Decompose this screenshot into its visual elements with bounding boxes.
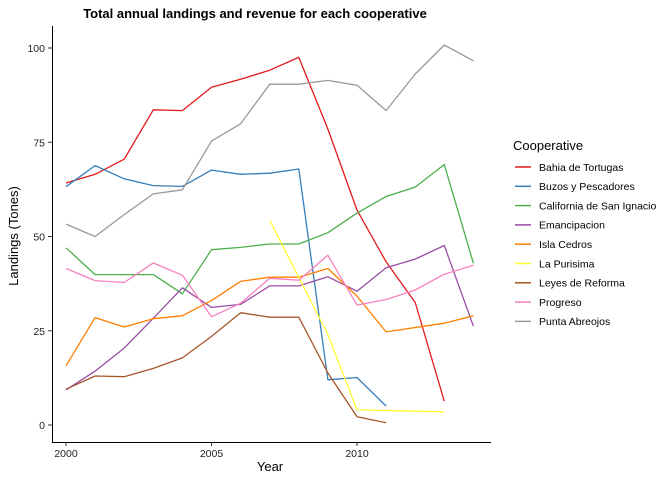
y-tick-label: 50: [33, 232, 45, 244]
x-axis-title: Year: [257, 459, 284, 474]
series-line-leyes-de-reforma: [65, 312, 387, 424]
x-axis-ticks: 2000 2005 2010: [54, 442, 369, 460]
legend-label: Progreso: [539, 297, 582, 309]
legend-title: Cooperative: [513, 138, 583, 153]
legend-item: Leyes de Reforma: [515, 278, 625, 290]
legend-label: Leyes de Reforma: [539, 278, 625, 290]
y-tick-label: 75: [33, 137, 45, 149]
legend-item: California de San Ignacio: [515, 200, 656, 212]
legend-label: Bahia de Tortugas: [539, 162, 623, 174]
y-axis-title: Landings (Tones): [6, 186, 21, 286]
legend: Cooperative Bahia de Tortugas Buzos y Pes…: [513, 138, 656, 328]
x-tick-label: 2005: [200, 448, 224, 460]
y-axis-ticks: 0 25 50 75 100: [27, 43, 52, 432]
series-line-emancipacion: [65, 244, 475, 391]
legend-item: Progreso: [515, 297, 582, 309]
legend-label: California de San Ignacio: [539, 200, 656, 212]
legend-item: Isla Cedros: [515, 239, 592, 251]
y-tick-label: 25: [33, 326, 45, 338]
plot-area: [65, 44, 475, 424]
legend-item: La Purisima: [515, 258, 595, 270]
legend-label: La Purisima: [539, 258, 595, 270]
legend-label: Punta Abreojos: [539, 316, 610, 328]
series-line-california-de-san-ignacio: [65, 163, 475, 295]
series-line-punta-abreojos: [65, 44, 474, 238]
legend-item: Punta Abreojos: [515, 316, 610, 328]
y-tick-label: 0: [39, 420, 45, 432]
legend-item: Emancipacion: [515, 220, 605, 232]
legend-label: Emancipacion: [539, 220, 605, 232]
chart-title: Total annual landings and revenue for ea…: [83, 6, 427, 21]
series-line-la-purisima: [269, 220, 445, 413]
legend-label: Buzos y Pescadores: [539, 181, 635, 193]
x-tick-label: 2010: [345, 448, 369, 460]
legend-item: Bahia de Tortugas: [515, 162, 623, 174]
series-line-bahia-de-tortugas: [65, 56, 445, 402]
series-line-isla-cedros: [65, 267, 474, 367]
y-tick-label: 100: [27, 43, 45, 55]
legend-item: Buzos y Pescadores: [515, 181, 635, 193]
series-line-buzos-y-pescadores: [65, 164, 387, 407]
series-line-progreso: [65, 254, 474, 318]
legend-label: Isla Cedros: [539, 239, 592, 251]
x-tick-label: 2000: [54, 448, 78, 460]
